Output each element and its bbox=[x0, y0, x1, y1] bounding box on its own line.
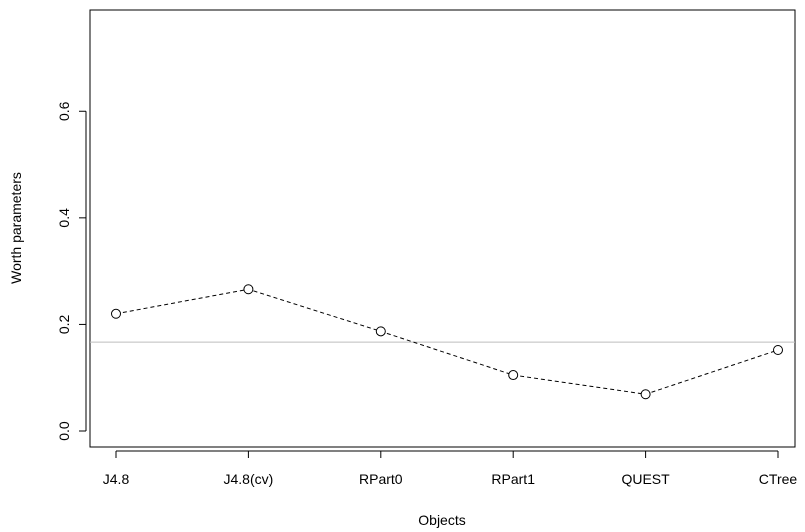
data-point bbox=[243, 284, 254, 295]
data-point bbox=[111, 308, 121, 319]
x-tick-label: QUEST bbox=[621, 471, 670, 487]
y-axis: 0.0 0.2 0.4 0.6 bbox=[56, 101, 87, 441]
data-point bbox=[375, 326, 386, 337]
y-axis-label: Worth parameters bbox=[8, 172, 24, 284]
y-tick-label: 0.4 bbox=[56, 208, 72, 228]
x-tick-label: CTree bbox=[759, 471, 798, 487]
plot-box bbox=[89, 9, 796, 448]
x-axis: J4.8 J4.8(cv) RPart0 RPart1 QUEST CTree bbox=[103, 450, 798, 487]
y-tick-label: 0.6 bbox=[56, 101, 72, 121]
data-point bbox=[640, 389, 651, 400]
x-tick-label: RPart0 bbox=[359, 471, 403, 487]
y-tick-label: 0.2 bbox=[56, 314, 72, 334]
y-tick-label: 0.0 bbox=[56, 421, 72, 441]
x-tick-label: RPart1 bbox=[491, 471, 535, 487]
x-axis-label: Objects bbox=[418, 512, 465, 528]
x-tick-label: J4.8(cv) bbox=[224, 471, 274, 487]
x-tick-label: J4.8 bbox=[103, 471, 130, 487]
series-line bbox=[115, 288, 779, 395]
data-points bbox=[111, 284, 783, 400]
data-point bbox=[773, 345, 783, 356]
data-point bbox=[508, 370, 519, 381]
